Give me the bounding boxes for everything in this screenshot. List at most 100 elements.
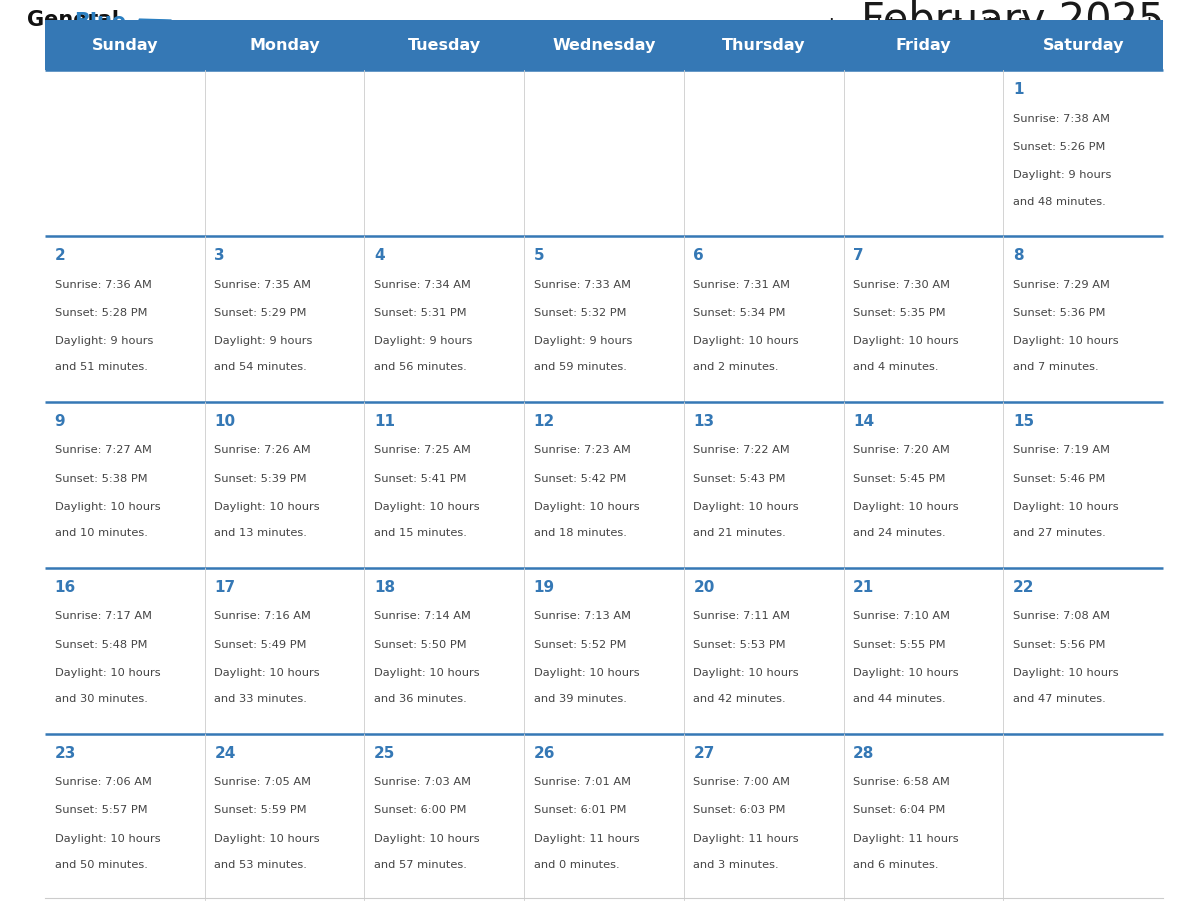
Text: and 53 minutes.: and 53 minutes. [214, 860, 308, 870]
Text: Sunset: 5:45 PM: Sunset: 5:45 PM [853, 474, 946, 484]
Text: Sunset: 5:29 PM: Sunset: 5:29 PM [214, 308, 307, 318]
Text: Sunrise: 7:23 AM: Sunrise: 7:23 AM [533, 445, 631, 455]
Text: and 27 minutes.: and 27 minutes. [1013, 529, 1106, 538]
Text: 19: 19 [533, 580, 555, 595]
Text: Sunrise: 7:33 AM: Sunrise: 7:33 AM [533, 279, 631, 289]
Text: Daylight: 11 hours: Daylight: 11 hours [694, 834, 800, 844]
Text: Sunset: 5:52 PM: Sunset: 5:52 PM [533, 640, 626, 650]
Text: Daylight: 10 hours: Daylight: 10 hours [1013, 502, 1118, 512]
Text: Daylight: 9 hours: Daylight: 9 hours [533, 336, 632, 346]
Text: and 48 minutes.: and 48 minutes. [1013, 196, 1106, 207]
Text: Sunrise: 7:30 AM: Sunrise: 7:30 AM [853, 279, 950, 289]
Text: Daylight: 10 hours: Daylight: 10 hours [374, 667, 480, 677]
Text: and 6 minutes.: and 6 minutes. [853, 860, 939, 870]
Text: Sunset: 5:57 PM: Sunset: 5:57 PM [55, 805, 147, 815]
Text: Sunset: 5:32 PM: Sunset: 5:32 PM [533, 308, 626, 318]
Text: Sunrise: 7:08 AM: Sunrise: 7:08 AM [1013, 611, 1110, 621]
Text: Sunset: 5:41 PM: Sunset: 5:41 PM [374, 474, 467, 484]
Text: 7: 7 [853, 248, 864, 263]
Text: General: General [27, 10, 119, 30]
Text: and 15 minutes.: and 15 minutes. [374, 529, 467, 538]
Text: Daylight: 10 hours: Daylight: 10 hours [214, 834, 320, 844]
Text: 20: 20 [694, 580, 715, 595]
Text: Sunrise: 7:13 AM: Sunrise: 7:13 AM [533, 611, 631, 621]
Text: Daylight: 10 hours: Daylight: 10 hours [55, 502, 160, 512]
Text: Sunset: 5:39 PM: Sunset: 5:39 PM [214, 474, 307, 484]
Text: Sunset: 5:59 PM: Sunset: 5:59 PM [214, 805, 307, 815]
Text: Sunrise: 7:35 AM: Sunrise: 7:35 AM [214, 279, 311, 289]
Text: Sunrise: 7:05 AM: Sunrise: 7:05 AM [214, 778, 311, 788]
Text: Sunset: 5:55 PM: Sunset: 5:55 PM [853, 640, 946, 650]
Text: Daylight: 10 hours: Daylight: 10 hours [55, 834, 160, 844]
Text: Sunset: 6:04 PM: Sunset: 6:04 PM [853, 805, 946, 815]
Text: 16: 16 [55, 580, 76, 595]
Text: 5: 5 [533, 248, 544, 263]
Text: Sunrise: 7:38 AM: Sunrise: 7:38 AM [1013, 114, 1110, 124]
Text: Sunrise: 7:26 AM: Sunrise: 7:26 AM [214, 445, 311, 455]
Text: Friday: Friday [896, 38, 952, 52]
Text: Sunset: 5:34 PM: Sunset: 5:34 PM [694, 308, 786, 318]
Text: and 50 minutes.: and 50 minutes. [55, 860, 147, 870]
Text: and 30 minutes.: and 30 minutes. [55, 694, 147, 704]
Text: 1: 1 [1013, 82, 1023, 97]
Text: Sunrise: 7:03 AM: Sunrise: 7:03 AM [374, 778, 470, 788]
Text: 10: 10 [214, 414, 235, 429]
Text: Saturday: Saturday [1042, 38, 1124, 52]
Text: Sunrise: 7:36 AM: Sunrise: 7:36 AM [55, 279, 151, 289]
Text: 6: 6 [694, 248, 704, 263]
Text: 15: 15 [1013, 414, 1034, 429]
Text: Sunrise: 7:34 AM: Sunrise: 7:34 AM [374, 279, 470, 289]
Text: Sunset: 5:43 PM: Sunset: 5:43 PM [694, 474, 786, 484]
Text: Monday: Monday [249, 38, 320, 52]
Text: Sunset: 6:03 PM: Sunset: 6:03 PM [694, 805, 786, 815]
Text: Daylight: 10 hours: Daylight: 10 hours [853, 502, 959, 512]
Text: Daylight: 10 hours: Daylight: 10 hours [533, 502, 639, 512]
Text: and 13 minutes.: and 13 minutes. [214, 529, 308, 538]
Text: Daylight: 10 hours: Daylight: 10 hours [214, 502, 320, 512]
Text: Langhirano, Emilia-Romagna, Italy: Langhirano, Emilia-Romagna, Italy [829, 17, 1164, 36]
Text: 27: 27 [694, 745, 715, 761]
Text: and 36 minutes.: and 36 minutes. [374, 694, 467, 704]
Text: February 2025: February 2025 [861, 0, 1164, 41]
Text: Sunrise: 6:58 AM: Sunrise: 6:58 AM [853, 778, 950, 788]
Text: Sunrise: 7:25 AM: Sunrise: 7:25 AM [374, 445, 470, 455]
Text: Sunrise: 7:14 AM: Sunrise: 7:14 AM [374, 611, 470, 621]
Text: Sunset: 5:48 PM: Sunset: 5:48 PM [55, 640, 147, 650]
Text: and 33 minutes.: and 33 minutes. [214, 694, 308, 704]
Text: Sunrise: 7:10 AM: Sunrise: 7:10 AM [853, 611, 950, 621]
Text: Sunset: 5:56 PM: Sunset: 5:56 PM [1013, 640, 1105, 650]
Text: and 42 minutes.: and 42 minutes. [694, 694, 786, 704]
Text: Sunrise: 7:19 AM: Sunrise: 7:19 AM [1013, 445, 1110, 455]
Text: and 7 minutes.: and 7 minutes. [1013, 363, 1099, 373]
Text: Daylight: 10 hours: Daylight: 10 hours [374, 834, 480, 844]
Text: Sunrise: 7:01 AM: Sunrise: 7:01 AM [533, 778, 631, 788]
Text: 11: 11 [374, 414, 396, 429]
Text: Daylight: 9 hours: Daylight: 9 hours [55, 336, 153, 346]
Text: 18: 18 [374, 580, 396, 595]
Text: Sunrise: 7:31 AM: Sunrise: 7:31 AM [694, 279, 790, 289]
Text: Sunset: 5:28 PM: Sunset: 5:28 PM [55, 308, 147, 318]
Text: Sunday: Sunday [91, 38, 158, 52]
Text: Daylight: 10 hours: Daylight: 10 hours [694, 502, 800, 512]
Text: Sunset: 5:35 PM: Sunset: 5:35 PM [853, 308, 946, 318]
Text: and 21 minutes.: and 21 minutes. [694, 529, 786, 538]
Text: and 47 minutes.: and 47 minutes. [1013, 694, 1106, 704]
Text: Thursday: Thursday [722, 38, 805, 52]
Text: Sunrise: 7:27 AM: Sunrise: 7:27 AM [55, 445, 151, 455]
Text: Daylight: 10 hours: Daylight: 10 hours [1013, 336, 1118, 346]
Text: Sunset: 5:50 PM: Sunset: 5:50 PM [374, 640, 467, 650]
Text: and 10 minutes.: and 10 minutes. [55, 529, 147, 538]
Text: Daylight: 10 hours: Daylight: 10 hours [55, 667, 160, 677]
Text: Sunrise: 7:11 AM: Sunrise: 7:11 AM [694, 611, 790, 621]
Text: and 54 minutes.: and 54 minutes. [214, 363, 307, 373]
Text: Daylight: 10 hours: Daylight: 10 hours [694, 667, 800, 677]
Text: Sunset: 5:46 PM: Sunset: 5:46 PM [1013, 474, 1105, 484]
Text: Daylight: 9 hours: Daylight: 9 hours [374, 336, 473, 346]
Text: Daylight: 9 hours: Daylight: 9 hours [1013, 170, 1111, 180]
Text: 28: 28 [853, 745, 874, 761]
Text: and 56 minutes.: and 56 minutes. [374, 363, 467, 373]
Text: Daylight: 11 hours: Daylight: 11 hours [853, 834, 959, 844]
Text: and 24 minutes.: and 24 minutes. [853, 529, 946, 538]
Text: Tuesday: Tuesday [407, 38, 481, 52]
Text: and 18 minutes.: and 18 minutes. [533, 529, 626, 538]
